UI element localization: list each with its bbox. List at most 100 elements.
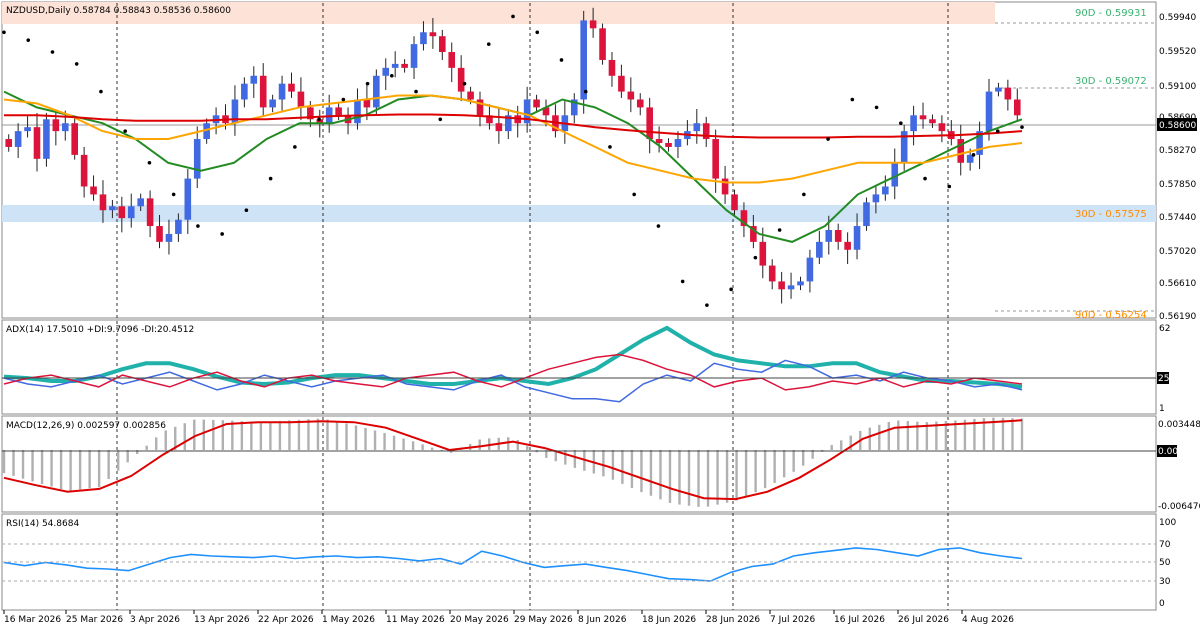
candle-body [420, 32, 427, 45]
macd-histogram-bar [811, 449, 814, 459]
macd-histogram-bar [50, 449, 53, 487]
level-label-90d-high: 90D - 0.59931 [1075, 8, 1147, 19]
candle-body [768, 265, 776, 282]
price-tick-label: 0.59100 [1159, 82, 1196, 92]
resistance-zone [2, 2, 995, 24]
macd-histogram-bar [526, 446, 529, 450]
candle-body [250, 75, 258, 84]
macd-histogram-bar [59, 449, 63, 490]
sar-dot [535, 30, 540, 35]
candle-body [457, 67, 465, 92]
macd-histogram-bar [269, 421, 272, 450]
candle-body [486, 115, 493, 124]
candle-body [618, 75, 625, 92]
candle-body [966, 154, 974, 163]
date-tick-label: 8 Jun 2026 [578, 615, 627, 625]
candle-body [439, 36, 446, 53]
adx-tick-label: 1 [1159, 404, 1165, 414]
candle-body [570, 99, 578, 116]
macd-histogram-bar [697, 449, 700, 507]
candle-body [354, 99, 361, 124]
sar-dot [583, 89, 588, 94]
macd-histogram-bar [88, 449, 91, 489]
candle-body [882, 186, 889, 195]
candle-body [844, 241, 851, 250]
adx-panel-frame [1, 319, 1157, 415]
date-tick-label: 28 Jun 2026 [706, 615, 760, 625]
candle-body [674, 139, 682, 147]
macd-histogram-bar [1020, 418, 1024, 450]
candle-body [401, 63, 408, 68]
macd-histogram-bar [735, 449, 738, 501]
candle-body [382, 67, 390, 76]
macd-histogram-bar [830, 445, 833, 450]
candle-body [740, 210, 748, 227]
candle-body [985, 91, 993, 132]
macd-histogram-bar [1001, 417, 1005, 450]
rsi-tick-label: 0 [1159, 599, 1165, 609]
sar-dot [826, 137, 830, 141]
candle-body [806, 257, 814, 282]
candle-body [165, 233, 173, 242]
candle-body [853, 226, 861, 250]
macd-histogram-bar [744, 449, 748, 497]
level-label-30d-high: 30D - 0.59072 [1075, 76, 1147, 87]
date-tick-label: 16 Jul 2026 [834, 615, 885, 625]
candle-body [99, 194, 107, 211]
macd-histogram-bar [878, 424, 881, 450]
macd-histogram-bar [97, 449, 101, 488]
macd-histogram-bar [840, 440, 843, 450]
candle-body [702, 123, 710, 140]
candle-body [778, 281, 785, 290]
candle-body [175, 219, 182, 234]
price-tick-label: 0.57850 [1159, 180, 1196, 190]
main-panel-frame [1, 1, 1157, 319]
candle-body [816, 241, 823, 258]
macd-histogram-bar [231, 420, 234, 450]
macd-histogram-bar [564, 449, 567, 465]
candle-body [495, 123, 503, 132]
macd-histogram-bar [259, 422, 263, 450]
date-tick-label: 25 Mar 2026 [66, 615, 123, 625]
macd-zero-tag [1157, 445, 1177, 457]
macd-histogram-bar [126, 449, 129, 463]
macd-tick-label: 0.003448 [1158, 420, 1200, 430]
macd-histogram-bar [963, 419, 967, 450]
main-chart-title: NZDUSD,Daily 0.58784 0.58843 0.58536 0.5… [6, 6, 231, 16]
candle-body [127, 206, 135, 219]
macd-title: MACD(12,26,9) 0.002597 0.002856 [6, 421, 166, 431]
candle-body [891, 162, 899, 187]
sar-dot [486, 42, 491, 46]
macd-histogram-bar [345, 423, 348, 450]
macd-histogram-bar [174, 426, 177, 450]
macd-histogram-bar [706, 449, 710, 507]
candle-body [712, 139, 719, 179]
macd-histogram-bar [392, 435, 396, 450]
candle-body [241, 83, 248, 100]
price-axis: 0.59940 0.59520 0.59100 0.58690 0.58270 … [1159, 13, 1196, 322]
macd-histogram-bar [906, 421, 910, 450]
sar-dot [971, 153, 976, 157]
sar-dot [244, 208, 249, 213]
macd-histogram-bar [478, 439, 481, 450]
macd-histogram-bar [240, 421, 244, 450]
sar-dot [729, 287, 733, 292]
macd-histogram-bar [554, 449, 558, 462]
sar-dot [171, 192, 176, 197]
sar-dot [220, 232, 224, 236]
period-separators [116, 3, 949, 610]
price-tick-label: 0.56190 [1159, 312, 1196, 322]
macd-histogram-bar [250, 421, 253, 450]
moving-averages-layer [3, 90, 1023, 243]
sar-dot [923, 176, 927, 181]
candle-body [448, 52, 456, 68]
macd-histogram-bar [849, 435, 852, 450]
moving-average-slow [4, 113, 1023, 139]
macd-histogram-bar [307, 419, 310, 450]
candle-body [929, 119, 936, 124]
candle-body [410, 44, 418, 68]
adx-layer [3, 325, 1023, 403]
macd-histogram-bar [2, 449, 6, 474]
candle-body [90, 186, 97, 195]
